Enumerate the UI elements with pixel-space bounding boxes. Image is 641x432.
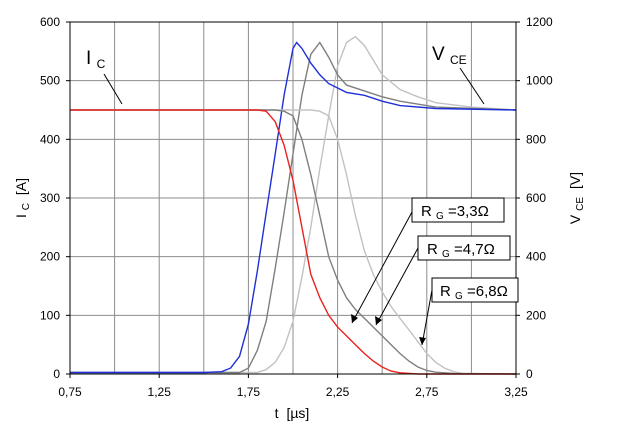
rg-label-3: R G =6,8Ω <box>440 283 508 303</box>
rg-label-box-2: R G =4,7Ω <box>417 235 511 261</box>
y-right-axis-title-sub: CE <box>575 197 586 211</box>
x-tick-label-3: 2,25 <box>326 385 350 399</box>
rg-label-2-rest: =4,7Ω <box>454 241 495 258</box>
x-tick-label-4: 2,75 <box>415 385 439 399</box>
y-left-axis-title-unit: [A] <box>13 178 29 195</box>
rg-label-box-1: R G =3,3Ω <box>411 197 505 223</box>
y-left-tick-label-3: 300 <box>40 191 60 205</box>
y-right-tick-label-5: 1000 <box>526 74 553 88</box>
y-left-tick-label-2: 200 <box>40 250 60 264</box>
rg-label-2-sub: G <box>442 249 450 260</box>
x-tick-label-5: 3,25 <box>504 385 528 399</box>
ic-series-1 <box>70 109 516 375</box>
ic-curve-label-sub: C <box>97 57 106 71</box>
series-layer <box>70 35 517 375</box>
y-left-tick-label-0: 0 <box>53 367 60 381</box>
ic-curve-pointer <box>103 73 123 105</box>
rg-pointer-1 <box>351 211 413 324</box>
vce-series-2 <box>70 41 517 374</box>
y-left-axis-title: I C [A] <box>13 178 32 218</box>
rg-label-3-main: R <box>440 283 451 300</box>
vce-series-1 <box>70 41 517 374</box>
rg-label-box-3: R G =6,8Ω <box>431 277 519 303</box>
y-left-axis-title-main: I <box>13 214 29 218</box>
rg-pointer-3 <box>421 289 433 346</box>
y-right-axis-title-main: V <box>567 214 583 224</box>
ic-curve-label: I C <box>86 48 106 71</box>
rg-label-1: R G =3,3Ω <box>421 203 489 223</box>
rg-label-1-rest: =3,3Ω <box>448 203 489 220</box>
x-axis-title-main: t <box>275 405 279 421</box>
y-left-tick-label-4: 400 <box>40 132 60 146</box>
ic-curve-label-main: I <box>86 48 91 69</box>
rg-label-2-main: R <box>427 241 438 258</box>
rg-label-2: R G =4,7Ω <box>427 241 495 261</box>
y-right-tick-label-6: 1200 <box>526 15 553 29</box>
x-axis-title: t [µs] <box>275 405 310 421</box>
y-right-tick-label-1: 200 <box>526 308 546 322</box>
y-left-tick-label-6: 600 <box>40 15 60 29</box>
y-right-tick-label-3: 600 <box>526 191 546 205</box>
axes-layer <box>66 21 520 378</box>
rg-pointer-3-arrowhead <box>419 337 426 345</box>
rg-label-3-sub: G <box>455 291 463 302</box>
y-right-axis-title-unit: [V] <box>567 172 583 189</box>
x-axis-title-unit: [µs] <box>286 405 309 421</box>
vce-curve-label: V CE <box>432 44 467 67</box>
rg-label-3-rest: =6,8Ω <box>467 283 508 300</box>
rg-pointer-1-arrowhead <box>351 314 358 323</box>
vce-series-3 <box>70 35 517 374</box>
rg-pointer-2 <box>375 247 419 326</box>
vce-curve-label-main: V <box>432 44 445 65</box>
rg-label-1-sub: G <box>436 211 444 222</box>
y-right-tick-label-0: 0 <box>526 367 533 381</box>
y-left-tick-label-1: 100 <box>40 308 60 322</box>
vce-curve-label-sub: CE <box>450 53 467 67</box>
y-left-axis-title-sub: C <box>21 203 32 210</box>
x-tick-label-1: 1,25 <box>148 385 172 399</box>
y-right-tick-label-2: 400 <box>526 250 546 264</box>
y-right-axis-title: V CE [V] <box>567 172 586 224</box>
x-tick-label-2: 1,75 <box>237 385 261 399</box>
rg-pointer-2-arrowhead <box>375 316 382 325</box>
vce-curve-pointer <box>459 67 485 105</box>
rg-label-1-main: R <box>421 203 432 220</box>
label-layer: 0,75 1,25 1,75 2,25 2,75 3,25 0 100 200 300 400 500… <box>40 15 553 399</box>
y-left-tick-label-5: 500 <box>40 74 60 88</box>
x-tick-label-0: 0,75 <box>58 385 82 399</box>
y-right-tick-label-4: 800 <box>526 132 546 146</box>
